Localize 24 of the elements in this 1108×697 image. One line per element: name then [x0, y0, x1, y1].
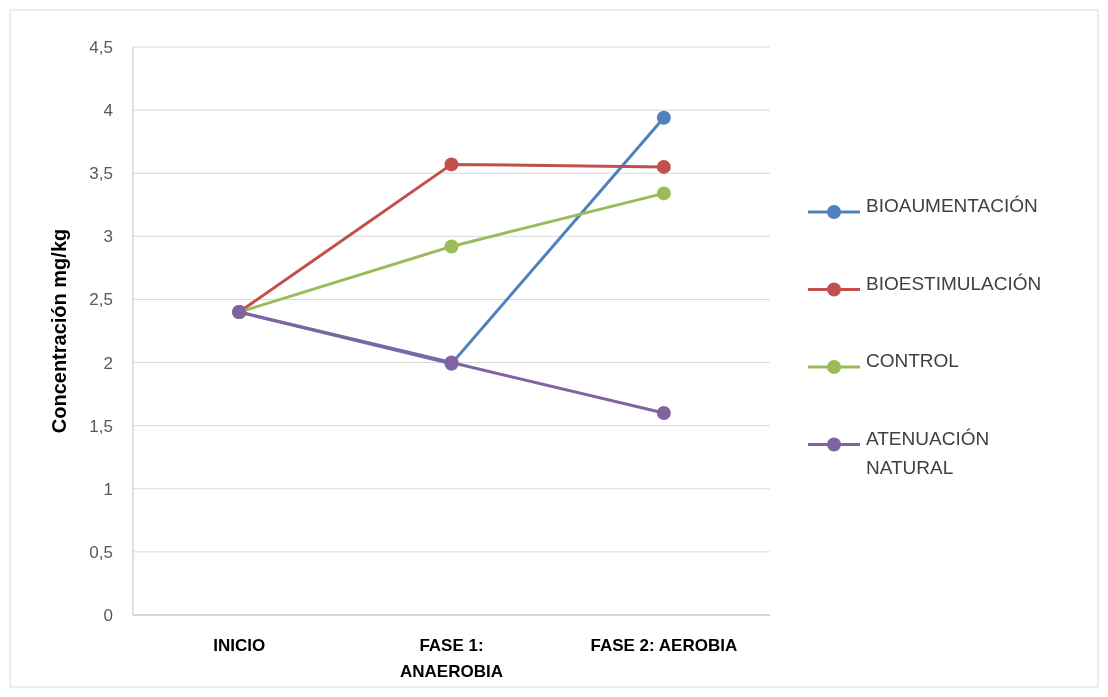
legend-label: BIOESTIMULACIÓN: [866, 272, 1042, 294]
y-axis-title: Concentración mg/kg: [48, 228, 70, 434]
point: [656, 406, 671, 421]
y-tick-label: 2,5: [89, 290, 113, 310]
y-tick-label: 0: [103, 605, 113, 625]
point: [656, 186, 671, 201]
y-tick-label: 1,5: [89, 416, 113, 436]
y-tick-label: 3,5: [89, 164, 113, 184]
legend-label: BIOAUMENTACIÓN: [866, 195, 1038, 216]
point: [656, 159, 671, 174]
y-tick-label: 4,5: [89, 37, 113, 57]
point: [656, 110, 671, 125]
point: [444, 239, 459, 254]
legend-label: ATENUACIÓN NATURAL: [866, 427, 990, 478]
y-tick-label: 0,5: [89, 542, 113, 562]
y-tick-label: 1: [103, 479, 113, 499]
x-tick-label: INICIO: [213, 636, 266, 655]
y-tick-label: 4: [103, 101, 113, 121]
point: [444, 157, 459, 172]
x-tick-label: FASE 2: AEROBIA: [590, 636, 738, 655]
y-tick-label: 3: [103, 227, 113, 247]
x-tick-label: FASE 1: ANAEROBIA: [400, 636, 503, 681]
legend-label: CONTROL: [866, 350, 959, 371]
y-tick-label: 2: [103, 353, 113, 373]
